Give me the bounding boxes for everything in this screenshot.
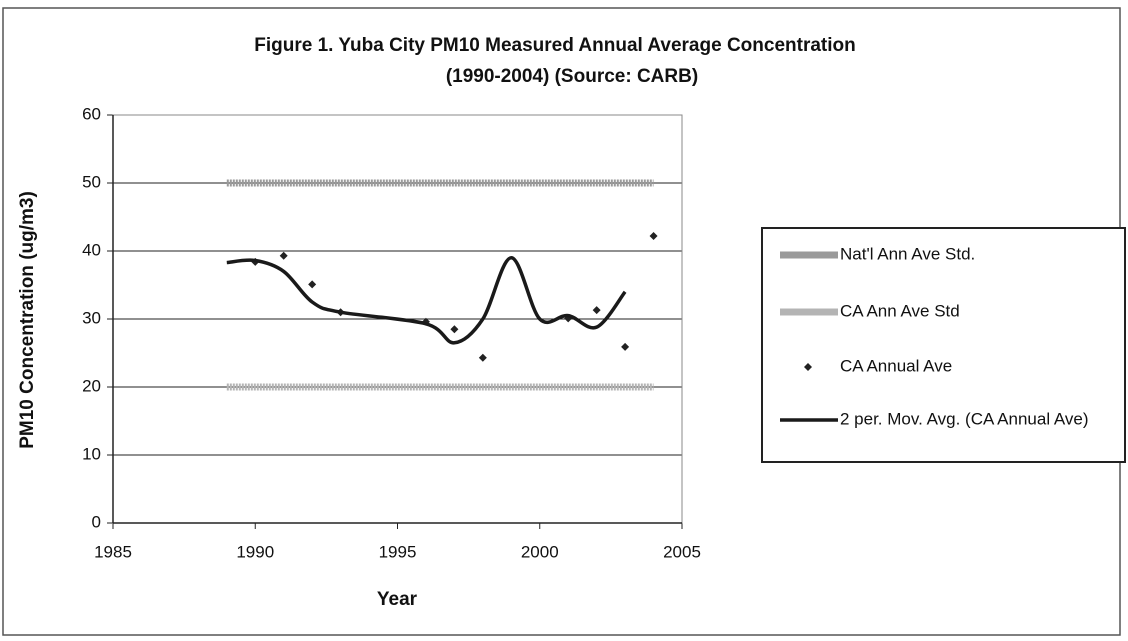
y-tick-label: 0: [92, 512, 101, 531]
x-tick-label: 1995: [379, 542, 417, 561]
y-tick-label: 40: [82, 240, 101, 259]
y-tick-label: 20: [82, 376, 101, 395]
x-tick-label: 1990: [236, 542, 274, 561]
y-tick-label: 10: [82, 444, 101, 463]
data-point: [649, 232, 658, 241]
data-point: [308, 280, 317, 289]
legend-box: [761, 227, 1126, 463]
legend-label: CA Ann Ave Std: [840, 301, 960, 320]
chart-title: Figure 1. Yuba City PM10 Measured Annual…: [254, 35, 855, 56]
x-tick-label: 2005: [663, 542, 701, 561]
legend-label: CA Annual Ave: [840, 356, 952, 375]
data-point: [478, 353, 487, 362]
x-tick-label: 1985: [94, 542, 132, 561]
y-axis-label: PM10 Concentration (ug/m3): [17, 191, 38, 449]
data-point: [450, 325, 459, 334]
x-axis-label: Year: [377, 589, 418, 610]
legend-marker: [804, 363, 812, 371]
y-tick-label: 50: [82, 172, 101, 191]
y-tick-label: 60: [82, 104, 101, 123]
data-point: [621, 342, 630, 351]
y-tick-label: 30: [82, 308, 101, 327]
chart-subtitle: (1990-2004) (Source: CARB): [446, 66, 698, 87]
trend-line: [226, 256, 627, 345]
legend-label: 2 per. Mov. Avg. (CA Annual Ave): [840, 409, 1089, 428]
x-tick-label: 2000: [521, 542, 559, 561]
legend-label: Nat'l Ann Ave Std.: [840, 244, 975, 263]
data-point: [592, 306, 601, 315]
data-point: [279, 251, 288, 260]
